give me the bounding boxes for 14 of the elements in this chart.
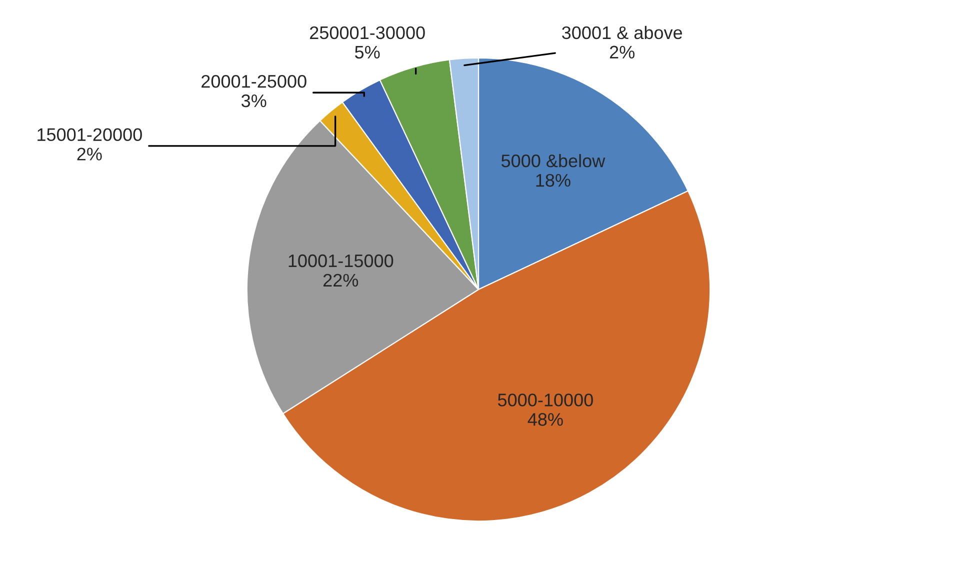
slice-label: 30001 & above [562,26,682,40]
slice-label: 15001-20000 [38,128,142,142]
slice-label: 5000-10000 [498,394,593,406]
data-label: 2% [610,46,634,59]
data-label: 18% [536,174,570,187]
slice-label: 10001-15000 [288,254,394,268]
slice-label: 250001-30000 [310,26,425,40]
slice-label: 20001-25000 [202,74,306,88]
data-label: 2% [77,148,102,160]
slice-label: 5000 &below [501,154,606,168]
data-label: 3% [241,94,266,108]
data-label: 48% [528,413,563,426]
data-label: 22% [323,274,358,287]
data-label: 5% [355,46,380,59]
